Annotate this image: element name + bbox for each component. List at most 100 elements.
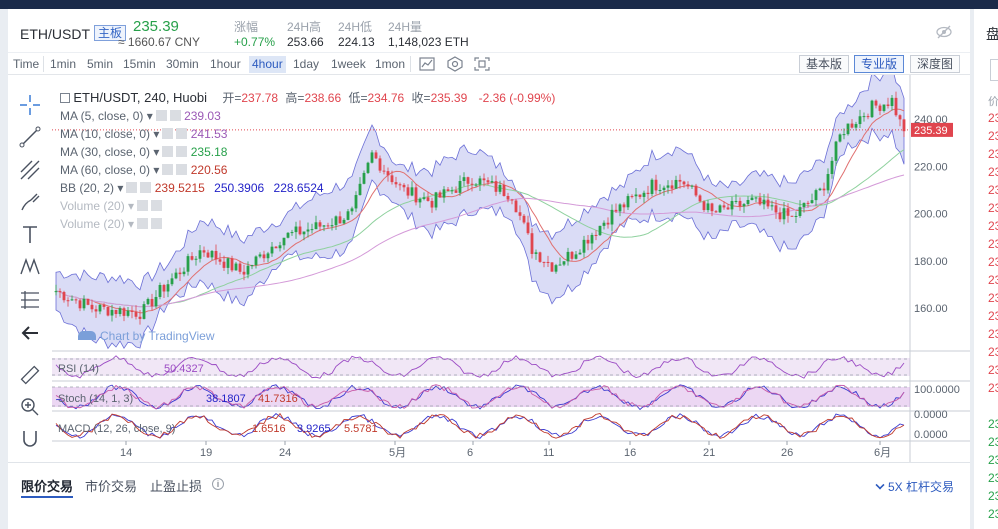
legend-ma5[interactable]: MA (5, close, 0) ▾ 239.03 [60, 109, 221, 123]
tf-15min[interactable]: 15min [123, 57, 156, 71]
candle-body [58, 291, 62, 293]
candle-body [310, 229, 314, 231]
ask-price[interactable]: 23 [988, 201, 998, 215]
orderbook-precision-select[interactable] [990, 59, 998, 81]
legend-ma30[interactable]: MA (30, close, 0) ▾ 235.18 [60, 145, 228, 159]
close-icon[interactable] [176, 164, 188, 175]
ask-price[interactable]: 23 [988, 129, 998, 143]
candle-body [678, 179, 682, 182]
tf-1week[interactable]: 1week [331, 57, 366, 71]
candle-body [262, 254, 266, 259]
bid-price[interactable]: 23 [988, 507, 998, 521]
candle-body [346, 211, 350, 220]
tf-1mon[interactable]: 1mon [375, 57, 406, 71]
ask-price[interactable]: 23 [988, 165, 998, 179]
ask-price[interactable]: 23 [988, 183, 998, 197]
pattern-icon[interactable] [18, 255, 42, 279]
candle-body [390, 175, 394, 183]
macd-line [55, 413, 905, 439]
ask-price[interactable]: 23 [988, 255, 998, 269]
ask-price[interactable]: 23 [988, 291, 998, 305]
settings-icon[interactable] [126, 182, 138, 193]
ask-price[interactable]: 23 [988, 309, 998, 323]
tf-4hour[interactable]: 4hour [249, 56, 286, 73]
ask-price[interactable]: 23 [988, 363, 998, 377]
settings-icon[interactable] [137, 200, 149, 211]
tab-stop-order[interactable]: 止盈止损 [150, 479, 203, 494]
price-chart[interactable]: 240.00 220.00 200.00 180.00 160.00 235.39 RSI … [52, 64, 970, 462]
close-icon[interactable] [176, 146, 188, 157]
bid-price[interactable]: 23 [988, 471, 998, 485]
candle-body [134, 311, 138, 317]
bid-price[interactable]: 23 [988, 489, 998, 503]
text-icon[interactable] [18, 223, 42, 247]
leverage-link[interactable]: 5X 杠杆交易 [875, 478, 954, 495]
candle-body [750, 197, 754, 200]
bid-price[interactable]: 23 [988, 417, 998, 431]
legend-bb[interactable]: BB (20, 2) ▾ 239.5215 250.3906 228.6524 [60, 181, 324, 195]
close-icon[interactable] [169, 110, 181, 121]
tf-1min[interactable]: 1min [50, 57, 77, 71]
candle-body [898, 115, 902, 120]
ask-price[interactable]: 23 [988, 147, 998, 161]
ask-price[interactable]: 23 [988, 111, 998, 125]
ask-price[interactable]: 23 [988, 381, 998, 395]
collapse-icon[interactable] [60, 93, 70, 103]
basic-version-button[interactable]: 基本版 [799, 55, 850, 73]
hide-eye-icon[interactable] [936, 25, 952, 39]
ask-price[interactable]: 23 [988, 237, 998, 251]
ask-price[interactable]: 23 [988, 273, 998, 287]
legend-ma60[interactable]: MA (60, close, 0) ▾ 220.56 [60, 163, 228, 177]
candle-body [770, 205, 774, 207]
pro-version-button[interactable]: 专业版 [854, 55, 905, 73]
legend-ma10[interactable]: MA (10, close, 0) ▾ 241.53 [60, 127, 228, 141]
ask-price[interactable]: 23 [988, 345, 998, 359]
indicator-label: MA (30, close, 0) [60, 145, 151, 159]
ask-price[interactable]: 23 [988, 327, 998, 341]
macd-value: 5.5781 [344, 423, 378, 435]
tf-5min[interactable]: 5min [87, 57, 114, 71]
legend-volume-1[interactable]: Volume (20) ▾ [60, 197, 555, 215]
settings-icon[interactable] [446, 56, 464, 72]
candle-body [514, 200, 518, 213]
settings-icon[interactable] [155, 110, 167, 121]
fullscreen-icon[interactable] [473, 56, 491, 72]
back-arrow-icon[interactable] [18, 321, 42, 345]
candle-body [430, 200, 434, 208]
settings-icon[interactable] [162, 128, 174, 139]
indicator-value: 239.5215 [154, 181, 205, 195]
tab-limit-order[interactable]: 限价交易 [21, 479, 74, 494]
ruler-icon[interactable] [18, 363, 42, 387]
close-icon[interactable] [151, 200, 163, 211]
ask-price[interactable]: 23 [988, 219, 998, 233]
depth-chart-button[interactable]: 深度图 [910, 55, 961, 73]
tab-market-order[interactable]: 市价交易 [85, 479, 138, 494]
tf-1day[interactable]: 1day [293, 57, 320, 71]
bid-price[interactable]: 23 [988, 435, 998, 449]
zoom-in-icon[interactable] [18, 395, 42, 419]
candle-body [498, 184, 502, 192]
indicators-icon[interactable] [418, 56, 436, 72]
settings-icon[interactable] [137, 218, 149, 229]
trend-line-icon[interactable] [18, 125, 42, 149]
fib-icon[interactable] [18, 288, 42, 312]
macd-value: 1.6516 [252, 423, 286, 435]
tf-30min[interactable]: 30min [166, 57, 199, 71]
pitchfork-icon[interactable] [18, 158, 42, 182]
close-icon[interactable] [176, 128, 188, 139]
bid-price[interactable]: 23 [988, 453, 998, 467]
close-icon[interactable] [151, 218, 163, 229]
legend-volume-2[interactable]: Volume (20) ▾ [60, 215, 555, 233]
chart-canvas[interactable]: 240.00220.00200.00180.00160.00235.39RSI … [52, 64, 970, 462]
magnet-icon[interactable] [18, 427, 42, 451]
brush-icon[interactable] [18, 190, 42, 214]
info-icon[interactable]: i [212, 478, 224, 490]
settings-icon[interactable] [162, 164, 174, 175]
tf-1hour[interactable]: 1hour [210, 57, 241, 71]
close-icon[interactable] [140, 182, 152, 193]
crosshair-icon[interactable] [18, 93, 42, 117]
tf-time[interactable]: Time [13, 57, 40, 71]
stoch-k-value: 38.1807 [206, 393, 246, 405]
candle-body [246, 265, 250, 275]
settings-icon[interactable] [162, 146, 174, 157]
